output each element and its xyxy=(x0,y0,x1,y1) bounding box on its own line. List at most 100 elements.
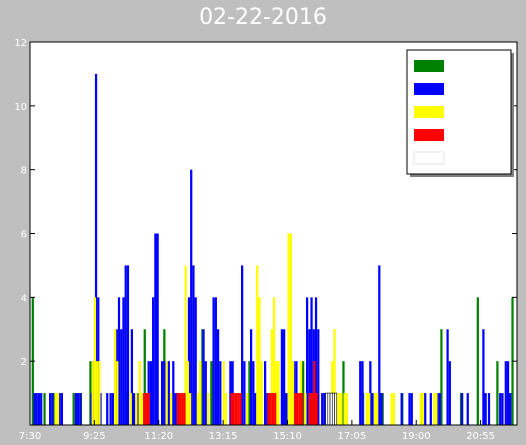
bar-3-5-35 xyxy=(167,361,170,425)
bar-3-5-95 xyxy=(504,361,507,425)
bar-5-10-8 xyxy=(129,393,132,425)
bar-3-5-43 xyxy=(202,329,205,425)
bar-3-5-36 xyxy=(172,361,175,425)
x-tick-label: 17:05 xyxy=(337,431,366,442)
bar-5-10-36 xyxy=(289,233,292,425)
bar-3-5-7 xyxy=(60,393,64,425)
x-tick-label: 19:00 xyxy=(402,431,431,442)
bar-3-5-21 xyxy=(120,329,123,425)
bar-3-5-29 xyxy=(149,361,153,425)
legend: 1-2 3-5 5-10 10-15 15+ xyxy=(406,49,514,177)
bar-5-10-46 xyxy=(343,393,346,425)
bar-1-2-9 xyxy=(143,329,146,425)
bar-5-10-49 xyxy=(368,393,371,425)
bar-3-5-13 xyxy=(94,73,98,426)
bar-3-5-82 xyxy=(424,393,427,425)
bar-5-10-29 xyxy=(258,297,261,425)
bar-10-15-3 xyxy=(176,393,179,425)
bar-3-5-31 xyxy=(154,233,157,425)
bar-5-10-5 xyxy=(98,361,101,425)
y-tick-label: 6 xyxy=(21,230,27,241)
bar-3-5-32 xyxy=(156,233,159,425)
bar-5-10-20 xyxy=(196,393,200,425)
bar-3-5-76 xyxy=(371,393,374,425)
bar-3-5-30 xyxy=(152,297,155,425)
bar-3-5-81 xyxy=(410,393,413,425)
bar-15+-1 xyxy=(327,392,331,426)
bar-3-5-24 xyxy=(126,265,130,425)
y-tick-label: 4 xyxy=(21,293,27,304)
y-tick-label: 12 xyxy=(14,38,27,49)
bar-3-5-58 xyxy=(280,329,284,425)
legend-swatch-10-15 xyxy=(414,129,444,141)
legend-label-1-2: 1-2 xyxy=(457,60,475,73)
bar-3-5-22 xyxy=(122,297,125,425)
bar-3-5-77 xyxy=(378,265,381,425)
bar-3-5-52 xyxy=(243,361,246,425)
bar-15+-0 xyxy=(325,392,329,426)
bar-10-15-9 xyxy=(234,393,238,425)
bar-10-15-4 xyxy=(178,393,182,425)
bar-3-5-78 xyxy=(380,393,383,425)
bar-5-10-34 xyxy=(277,361,280,425)
bar-10-15-23 xyxy=(315,393,318,425)
bar-3-5-94 xyxy=(501,393,504,425)
bar-5-10-30 xyxy=(260,361,263,425)
bar-3-5-60 xyxy=(285,393,288,425)
bar-5-10-4 xyxy=(96,361,99,425)
bar-3-5-53 xyxy=(249,329,253,425)
bar-5-10-9 xyxy=(135,393,138,425)
bar-5-10-27 xyxy=(246,393,249,425)
bar-1-2-28 xyxy=(496,361,499,425)
bar-1-2-13 xyxy=(210,361,213,425)
bar-5-10-24 xyxy=(224,393,228,425)
bar-5-10-22 xyxy=(206,393,210,425)
bar-5-10-53 xyxy=(392,393,395,425)
x-tick-label: 15:10 xyxy=(273,431,302,442)
bar-10-15-17 xyxy=(296,393,299,425)
bar-5-10-32 xyxy=(272,297,276,425)
bar-3-5-25 xyxy=(130,329,133,425)
bar-3-5-14 xyxy=(97,297,100,425)
bar-3-5-55 xyxy=(254,393,257,425)
bar-3-5-23 xyxy=(124,265,127,425)
bar-5-10-1 xyxy=(56,393,60,425)
y-tick-label: 2 xyxy=(21,357,27,368)
bar-5-10-19 xyxy=(188,393,192,425)
legend-label-3-5: 3-5 xyxy=(457,83,475,96)
bar-3-5-80 xyxy=(408,393,411,425)
bar-5-10-18 xyxy=(186,361,189,425)
bar-3-5-88 xyxy=(461,393,464,425)
bar-5-10-55 xyxy=(421,393,425,425)
bar-5-10-50 xyxy=(373,393,376,425)
bar-10-15-11 xyxy=(239,393,242,425)
bar-5-10-14 xyxy=(169,393,173,425)
bar-5-10-51 xyxy=(375,393,379,425)
bar-3-5-74 xyxy=(361,361,364,425)
bar-3-5-6 xyxy=(58,393,61,425)
bar-3-5-73 xyxy=(359,361,362,425)
bar-5-10-28 xyxy=(256,265,259,425)
bar-1-2-2 xyxy=(43,393,46,425)
bar-5-10-54 xyxy=(419,393,422,425)
bar-3-5-59 xyxy=(283,329,286,425)
legend-swatch-1-2 xyxy=(414,60,444,72)
bar-3-5-3 xyxy=(40,393,43,425)
bar-3-5-86 xyxy=(446,329,449,425)
bar-3-5-47 xyxy=(216,329,220,425)
bar-10-15-14 xyxy=(271,393,275,425)
bar-10-15-20 xyxy=(308,393,312,425)
bar-5-10-37 xyxy=(291,361,295,425)
bar-3-5-85 xyxy=(438,393,441,425)
bar-3-5-83 xyxy=(429,393,432,425)
legend-swatch-15+ xyxy=(413,151,445,165)
bar-10-15-0 xyxy=(143,393,146,425)
x-tick-label: 20:55 xyxy=(466,431,495,442)
bar-3-5-37 xyxy=(174,393,177,425)
bar-3-5-97 xyxy=(509,393,512,425)
bar-3-5-56 xyxy=(263,361,267,425)
legend-swatch-5-10 xyxy=(414,106,444,118)
bar-5-10-11 xyxy=(140,393,144,425)
bar-10-15-8 xyxy=(232,393,235,425)
bar-3-5-18 xyxy=(111,393,114,425)
